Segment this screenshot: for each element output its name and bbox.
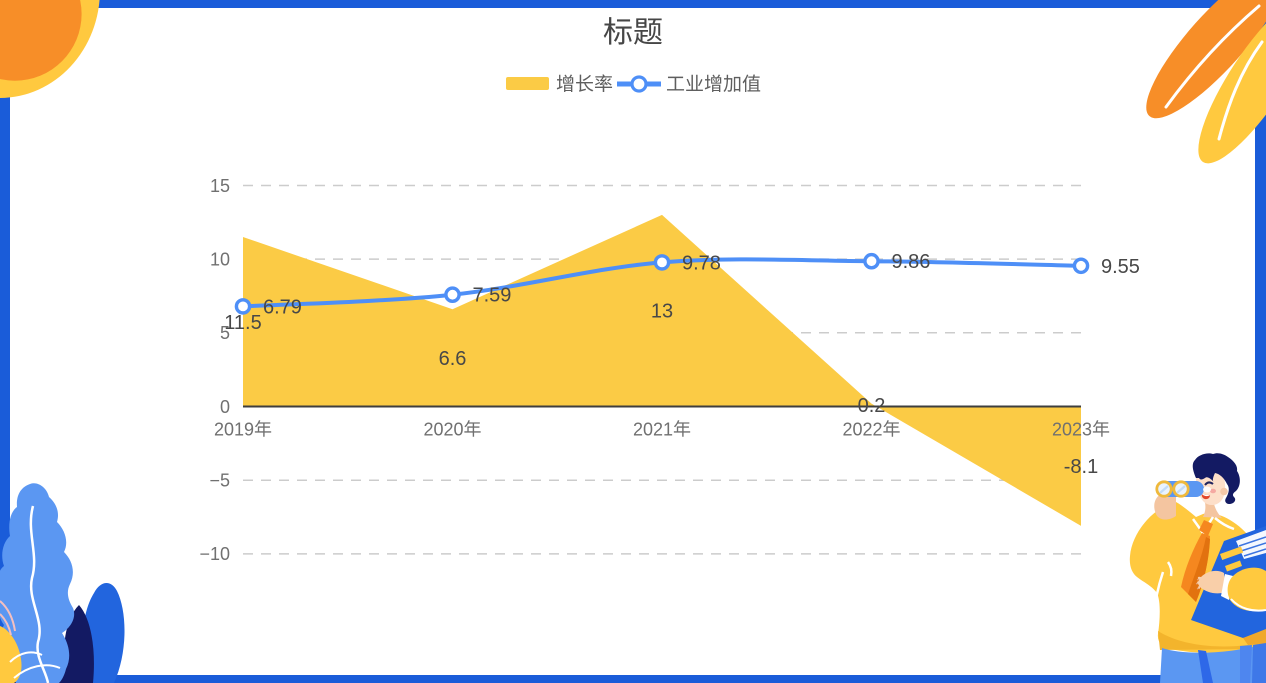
svg-text:2023: 2023 xyxy=(1052,419,1092,439)
svg-text:9.78: 9.78 xyxy=(682,252,721,274)
svg-text:-8.1: -8.1 xyxy=(1064,456,1098,478)
svg-text:11.5: 11.5 xyxy=(224,312,261,334)
svg-text:7.59: 7.59 xyxy=(473,285,512,307)
svg-text:9.86: 9.86 xyxy=(892,251,931,273)
svg-text:15: 15 xyxy=(210,176,230,196)
svg-text:6.6: 6.6 xyxy=(439,348,467,370)
svg-text:0.2: 0.2 xyxy=(858,395,886,417)
svg-text:6.79: 6.79 xyxy=(263,296,302,318)
svg-text:10: 10 xyxy=(210,249,230,269)
svg-text:2019: 2019 xyxy=(214,419,254,439)
svg-text:9.55: 9.55 xyxy=(1101,256,1140,278)
svg-text:13: 13 xyxy=(651,301,673,323)
svg-text:5: 5 xyxy=(220,323,230,343)
svg-text:0: 0 xyxy=(220,397,230,417)
svg-text:−5: −5 xyxy=(209,471,230,491)
svg-text:2021: 2021 xyxy=(633,419,673,439)
svg-text:2020: 2020 xyxy=(424,419,464,439)
svg-text:2022: 2022 xyxy=(843,419,883,439)
svg-text:−10: −10 xyxy=(199,544,230,564)
